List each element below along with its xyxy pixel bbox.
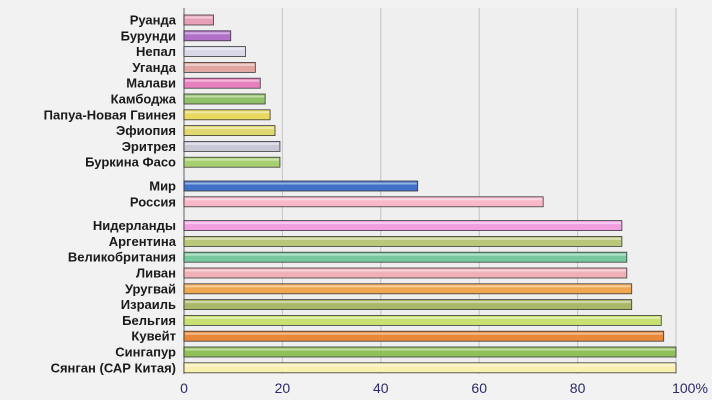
category-label: Буркина Фасо xyxy=(85,155,176,170)
bar-highlight xyxy=(185,158,279,161)
category-label: Уганда xyxy=(132,60,176,75)
bar xyxy=(183,180,419,192)
bar xyxy=(183,346,677,358)
category-label: Сингапур xyxy=(115,345,176,360)
bar-highlight xyxy=(185,316,661,319)
x-tick-label: 80 xyxy=(570,380,586,396)
category-label: Папуа-Новая Гвинея xyxy=(44,107,176,122)
bar xyxy=(183,330,665,342)
bars xyxy=(183,14,677,374)
category-label: Израиль xyxy=(121,297,176,312)
category-label: Малави xyxy=(126,76,176,91)
x-tick-label: 40 xyxy=(373,380,389,396)
bar xyxy=(183,267,628,279)
bar xyxy=(183,156,281,168)
category-label: Великобритания xyxy=(68,250,176,265)
bar xyxy=(183,14,214,26)
bar xyxy=(183,299,633,311)
category-label: Сянган (САР Китая) xyxy=(51,360,176,375)
bar xyxy=(183,283,633,295)
bar-highlight xyxy=(185,16,213,19)
bar xyxy=(183,109,271,121)
category-label: Непал xyxy=(136,44,176,59)
bar-highlight xyxy=(185,63,255,66)
category-label: Камбоджа xyxy=(111,92,177,107)
bar-highlight xyxy=(185,32,230,35)
bar-highlight xyxy=(185,301,631,304)
bar-highlight xyxy=(185,364,675,367)
bar xyxy=(183,125,276,136)
category-label: Руанда xyxy=(130,13,177,28)
category-labels: РуандаБурундиНепалУгандаМалавиКамбоджаПа… xyxy=(44,13,177,376)
category-label: Бурунди xyxy=(121,28,176,43)
category-label: Мир xyxy=(149,179,176,194)
bar xyxy=(183,77,261,89)
bar-highlight xyxy=(185,182,417,185)
category-label: Ливан xyxy=(136,266,176,281)
category-label: Нидерланды xyxy=(93,218,176,233)
category-label: Уругвай xyxy=(125,281,176,296)
category-label: Аргентина xyxy=(109,234,177,249)
bar-highlight xyxy=(185,142,279,145)
bar-highlight xyxy=(185,79,260,82)
bar xyxy=(183,235,623,247)
bar-highlight xyxy=(185,253,626,256)
x-tick-label: 100% xyxy=(672,380,708,396)
category-label: Эфиопия xyxy=(116,123,176,138)
x-tick-label: 60 xyxy=(471,380,487,396)
bar xyxy=(183,196,544,208)
bar-highlight xyxy=(185,127,275,130)
x-tick-label: 20 xyxy=(275,380,291,396)
x-tick-label: 0 xyxy=(180,380,188,396)
bar-highlight xyxy=(185,269,626,272)
bar-highlight xyxy=(185,348,675,351)
bar-highlight xyxy=(185,285,631,288)
bar xyxy=(183,140,281,152)
bar-highlight xyxy=(185,198,543,201)
bar-highlight xyxy=(185,48,245,51)
bar xyxy=(183,93,266,105)
x-tick-labels: 0 20 40 60 80 100% xyxy=(180,380,708,396)
bar xyxy=(183,251,628,263)
bar-highlight xyxy=(185,95,265,98)
category-label: Россия xyxy=(130,194,176,209)
category-label: Бельгия xyxy=(122,313,176,328)
bar xyxy=(183,220,623,232)
bar-highlight xyxy=(185,222,621,225)
bar xyxy=(183,314,662,326)
bar-highlight xyxy=(185,237,621,240)
bar xyxy=(183,46,246,57)
bar-highlight xyxy=(185,332,663,335)
bar xyxy=(183,62,256,73)
bar xyxy=(183,362,677,374)
category-label: Эритрея xyxy=(122,139,176,154)
bar xyxy=(183,30,232,42)
category-label: Кувейт xyxy=(131,329,176,344)
bar-highlight xyxy=(185,111,270,114)
